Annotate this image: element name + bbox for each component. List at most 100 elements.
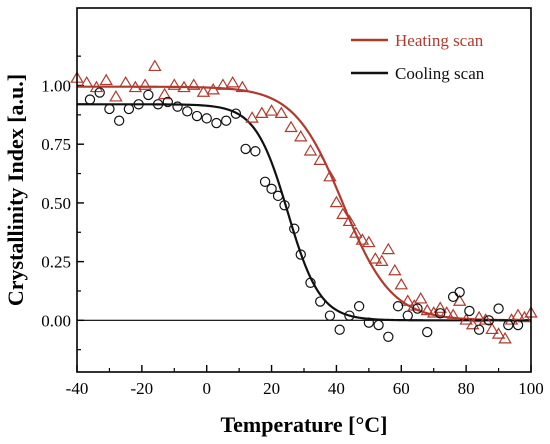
legend-label: Heating scan [395, 31, 484, 50]
heating-data-point [109, 90, 123, 102]
heating-data-point [138, 78, 152, 90]
x-tick-label: 20 [263, 379, 280, 398]
cooling-data-point [182, 106, 193, 117]
cooling-data-point [435, 308, 446, 319]
cooling-data-point [133, 99, 144, 110]
cooling-data-point [334, 324, 345, 335]
heating-data-point [294, 129, 308, 142]
cooling-data-point [353, 301, 365, 312]
cooling-data-point [272, 190, 284, 202]
heating-data-point [375, 254, 389, 266]
heating-data-point [225, 75, 240, 88]
cooling-data-point [94, 87, 105, 98]
cooling-data-point [373, 319, 384, 331]
cooling-data-point [266, 183, 277, 195]
heating-data-point [329, 195, 344, 208]
cooling-data-point [315, 296, 326, 307]
y-tick-label: 0.75 [41, 135, 71, 154]
heating-data-point [216, 78, 230, 90]
cooling-data-point [259, 176, 271, 187]
cooling-data-point [412, 303, 423, 314]
cooling-data-point [172, 101, 183, 112]
heating-data-point [264, 104, 279, 116]
x-tick-label: 0 [202, 379, 211, 398]
legend: Heating scan Cooling scan [351, 31, 485, 83]
heating-data-point [274, 106, 289, 119]
heating-data-point [485, 322, 499, 335]
heating-data-point [413, 292, 428, 304]
cooling-data-point [392, 301, 404, 312]
heating-data-point [336, 207, 350, 219]
heating-data-point [433, 301, 447, 313]
heating-data-point [511, 308, 525, 320]
cooling-data-point [240, 143, 251, 155]
fit-line-heating [77, 85, 531, 322]
cooling-data-point [344, 310, 355, 321]
heating-data-point [284, 120, 298, 133]
heating-data-point [465, 317, 480, 330]
heating-data-point [342, 214, 357, 227]
heating-data-point [186, 78, 201, 90]
cooling-data-point [113, 115, 125, 126]
heating-data-point [89, 80, 104, 93]
cooling-data-point [201, 113, 212, 124]
heating-data-point [99, 73, 113, 86]
cooling-data-point [123, 103, 135, 115]
cooling-data-point [447, 291, 459, 303]
x-tick-label: -40 [66, 379, 89, 398]
y-tick-label: 0.50 [41, 194, 71, 213]
heating-data-point [498, 331, 512, 344]
x-tick-label: 40 [328, 379, 345, 398]
y-tick-label: 1.00 [41, 76, 71, 95]
heating-data-point [206, 83, 220, 95]
cooling-data-point [289, 223, 300, 234]
cooling-data-point [383, 331, 394, 342]
heating-data-point [491, 327, 506, 339]
cooling-data-point [363, 317, 375, 328]
heating-data-point [368, 252, 383, 264]
x-tick-label: -20 [131, 379, 154, 398]
heating-data-point [128, 80, 143, 93]
cooling-data-point [104, 103, 115, 115]
legend-label: Cooling scan [395, 64, 485, 83]
plot-frame [76, 7, 532, 373]
heating-data-point [420, 303, 434, 316]
heating-data-point [313, 153, 327, 165]
cooling-data-point [220, 115, 232, 126]
heating-data-point [245, 111, 259, 123]
cooling-data-point [464, 305, 475, 317]
heating-data-point [439, 306, 454, 318]
x-tick-label: 80 [458, 379, 475, 398]
cooling-data-point [493, 303, 504, 314]
cooling-data-point [143, 89, 154, 101]
heating-data-point [177, 80, 191, 93]
heating-data-point [446, 308, 460, 320]
heating-data-point [323, 169, 337, 182]
heating-data-point [401, 294, 415, 306]
cooling-data-point [152, 99, 164, 110]
cooling-data-point [305, 277, 316, 288]
heating-data-point [394, 277, 409, 290]
cooling-data-point [250, 146, 261, 157]
cooling-data-point [483, 315, 495, 326]
heating-data-point [79, 75, 94, 88]
heating-data-point [303, 144, 318, 156]
cooling-data-point [162, 96, 173, 108]
cooling-data-point [422, 326, 433, 338]
heating-data-point [362, 235, 376, 248]
cooling-data-point [295, 249, 306, 260]
heating-data-point [255, 106, 269, 119]
y-axis-title: Crystallinity Index [a.u.] [3, 74, 28, 306]
cooling-data-point [279, 200, 290, 211]
cooling-data-point [324, 310, 336, 321]
cooling-data-point [211, 117, 222, 129]
heating-data-point [196, 85, 211, 97]
cooling-data-point [454, 286, 465, 298]
heating-data-point [148, 59, 162, 72]
heating-data-point [349, 226, 363, 238]
x-tick-label: 60 [393, 379, 410, 398]
heating-data-point [388, 263, 402, 276]
heating-data-point [381, 242, 396, 255]
heating-data-point [459, 313, 473, 325]
